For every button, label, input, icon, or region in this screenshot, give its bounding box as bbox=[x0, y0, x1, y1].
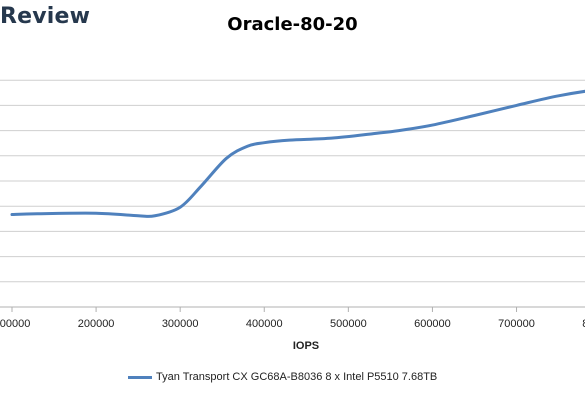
x-tick-label: 500000 bbox=[330, 318, 367, 330]
x-tick-label: 100000 bbox=[0, 318, 30, 330]
legend-swatch bbox=[128, 375, 152, 379]
x-tick-label: 800000 bbox=[582, 318, 585, 330]
x-tick-label: 300000 bbox=[162, 318, 199, 330]
series-line bbox=[10, 89, 585, 219]
brand-logo-text: Review bbox=[0, 4, 91, 29]
x-axis-title: IOPS bbox=[293, 340, 319, 352]
chart-title: Oracle-80-20 bbox=[227, 14, 358, 35]
series-group bbox=[10, 89, 585, 219]
x-tick-label: 400000 bbox=[246, 318, 283, 330]
legend-label: Tyan Transport CX GC68A-B8036 8 x Intel … bbox=[156, 371, 438, 383]
x-tick-label: 700000 bbox=[498, 318, 535, 330]
x-tick-label: 600000 bbox=[414, 318, 451, 330]
legend: Tyan Transport CX GC68A-B8036 8 x Intel … bbox=[128, 371, 437, 383]
gridlines bbox=[0, 79, 585, 308]
x-axis: 100000 200000 300000 400000 500000 600000 7000… bbox=[0, 307, 585, 330]
x-tick-label: 200000 bbox=[78, 318, 115, 330]
